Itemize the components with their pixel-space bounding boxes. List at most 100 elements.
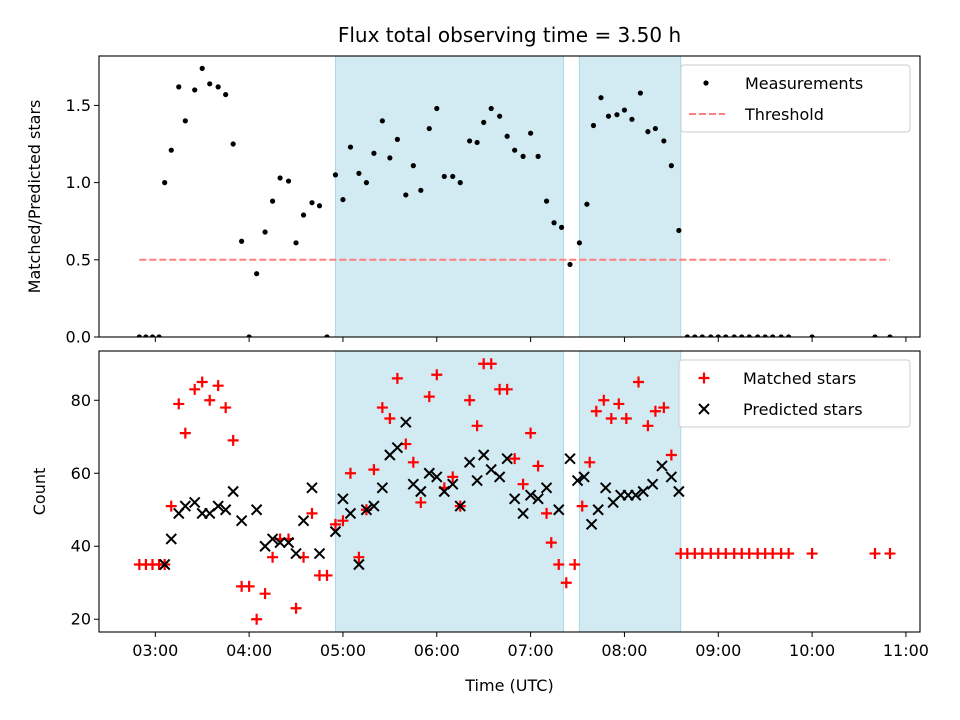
predicted-star-point bbox=[629, 489, 642, 501]
measurement-point bbox=[332, 172, 339, 178]
predicted-star-point bbox=[423, 467, 435, 479]
matched-star-point bbox=[179, 427, 191, 439]
measurement-point bbox=[676, 227, 682, 234]
matched-star-point bbox=[368, 464, 380, 476]
predicted-star-point bbox=[353, 558, 365, 571]
predicted-star-point bbox=[431, 471, 443, 483]
matched-star-point bbox=[196, 376, 208, 388]
matched-star-point bbox=[665, 449, 677, 461]
matched-star-point bbox=[532, 460, 544, 472]
legend: Measurements Threshold bbox=[680, 64, 911, 133]
axes-frame bbox=[98, 350, 921, 633]
predicted-star-point bbox=[344, 507, 357, 520]
measurement-point bbox=[277, 175, 283, 181]
chart-title: Flux total observing time = 3.50 h bbox=[338, 23, 681, 47]
measurement-point bbox=[162, 180, 168, 186]
matched-star-point bbox=[509, 453, 521, 465]
y-tick-label: 20 bbox=[71, 610, 91, 629]
predicted-star-point bbox=[391, 442, 404, 454]
measurement-point bbox=[661, 138, 667, 144]
measurement-point bbox=[614, 112, 620, 118]
measurement-point bbox=[567, 261, 573, 268]
y-tick-label: 40 bbox=[71, 537, 91, 556]
matched-star-point bbox=[541, 507, 553, 519]
matched-star-point bbox=[553, 558, 565, 570]
predicted-star-point bbox=[656, 460, 668, 472]
axes-frame bbox=[98, 55, 921, 338]
measurement-point bbox=[512, 147, 518, 153]
predicted-star-point bbox=[158, 558, 171, 571]
measurement-point bbox=[497, 113, 503, 119]
measurement-point bbox=[551, 220, 557, 226]
predicted-star-point bbox=[665, 471, 678, 483]
measurement-point bbox=[699, 334, 705, 337]
predicted-star-point bbox=[571, 474, 584, 487]
matched-star-point bbox=[605, 413, 617, 425]
predicted-star-point bbox=[553, 504, 565, 516]
measurement-point bbox=[731, 334, 737, 337]
measurement-point bbox=[215, 84, 221, 90]
legend-label: Matched stars bbox=[743, 369, 856, 388]
top-panel: 0.0 0.5 1.0 1.5 Matched/Predicted stars Measu… bbox=[25, 55, 921, 347]
matched-star-point bbox=[353, 551, 365, 563]
predicted-star-point bbox=[471, 474, 483, 487]
legend: Matched stars Predicted stars bbox=[678, 359, 911, 428]
measurement-point bbox=[467, 138, 473, 144]
predicted-star-point bbox=[637, 485, 649, 498]
measurement-point bbox=[239, 238, 245, 244]
matched-star-point bbox=[165, 500, 177, 512]
measurement-point bbox=[199, 65, 205, 71]
measurement-point bbox=[584, 201, 590, 207]
matched-star-point bbox=[598, 394, 610, 406]
measurement-point bbox=[576, 240, 583, 246]
measurement-point bbox=[668, 163, 674, 169]
measurement-point bbox=[379, 118, 385, 124]
predicted-star-point bbox=[337, 493, 349, 505]
x-tick-label: 06:00 bbox=[414, 641, 460, 660]
predicted-star-point bbox=[673, 485, 685, 498]
measurement-point bbox=[246, 334, 252, 337]
y-tick-label: 1.5 bbox=[66, 96, 91, 115]
measurement-point bbox=[143, 334, 149, 337]
matched-star-point bbox=[337, 515, 349, 527]
predicted-star-point bbox=[368, 500, 380, 512]
predicted-star-point bbox=[297, 514, 310, 527]
y-tick-label: 1.0 bbox=[66, 173, 91, 192]
legend-marker-matched bbox=[698, 372, 710, 384]
measurement-point bbox=[755, 334, 761, 337]
measurement-point bbox=[809, 334, 815, 337]
predicted-star-point bbox=[540, 482, 553, 494]
legend-label: Threshold bbox=[744, 105, 824, 124]
y-tick-label: 0.0 bbox=[66, 328, 91, 347]
predicted-star-point bbox=[508, 493, 521, 505]
measurement-point bbox=[504, 133, 510, 139]
matched-star-point bbox=[569, 558, 581, 570]
measurement-point bbox=[684, 334, 690, 337]
predicted-star-point bbox=[360, 504, 373, 516]
y-tick-label: 80 bbox=[71, 391, 91, 410]
measurement-point bbox=[300, 212, 307, 218]
legend-box bbox=[678, 359, 911, 428]
x-tick-label: 10:00 bbox=[789, 641, 835, 660]
x-tick-label: 03:00 bbox=[132, 641, 178, 660]
matched-star-point bbox=[613, 398, 625, 410]
measurement-point bbox=[434, 105, 440, 112]
predicted-star-point bbox=[578, 471, 590, 483]
matched-star-point bbox=[173, 398, 185, 410]
measurement-point bbox=[403, 192, 409, 198]
predicted-star-point bbox=[415, 485, 427, 498]
predicted-star-point bbox=[463, 456, 476, 469]
shaded-interval bbox=[579, 351, 681, 632]
predicted-star-point bbox=[400, 416, 412, 428]
measurement-point bbox=[426, 125, 432, 132]
predicted-star-point bbox=[564, 452, 576, 465]
legend-label: Measurements bbox=[745, 74, 863, 93]
matched-star-point bbox=[423, 391, 435, 403]
measurement-point bbox=[692, 334, 698, 337]
x-tick-label: 05:00 bbox=[320, 641, 366, 660]
matched-star-point bbox=[620, 413, 632, 425]
measurement-point bbox=[182, 118, 188, 124]
matched-star-point bbox=[204, 394, 216, 406]
matched-star-point bbox=[545, 537, 557, 549]
matched-star-point bbox=[189, 383, 201, 395]
